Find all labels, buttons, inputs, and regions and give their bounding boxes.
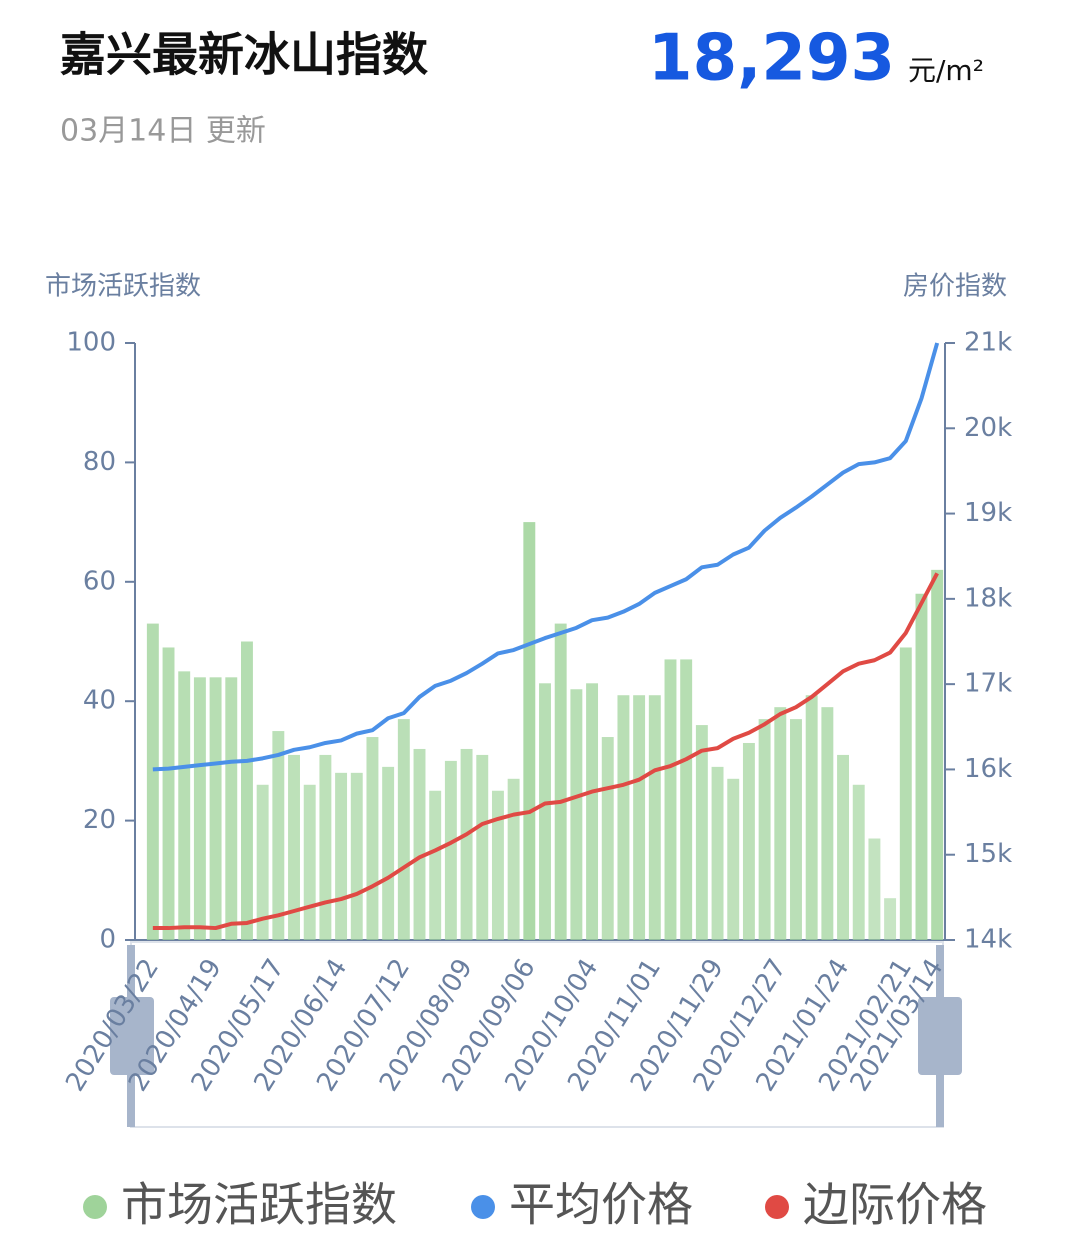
bar (225, 677, 238, 940)
y-tick-label: 80 (83, 447, 116, 477)
bar (931, 569, 944, 940)
bar (648, 695, 661, 940)
bar (209, 677, 222, 940)
y-tick-label: 100 (66, 328, 116, 358)
y-tick-label: 40 (83, 686, 116, 716)
price: 18,293 (648, 22, 895, 96)
bar (727, 778, 740, 940)
bar (366, 737, 379, 940)
bar (413, 748, 426, 940)
bar (256, 784, 269, 940)
bar (460, 748, 473, 940)
y2-tick-label: 21k (964, 328, 1012, 358)
bar (852, 784, 865, 940)
legend-marker (471, 1195, 495, 1219)
y2-tick-label: 18k (964, 583, 1012, 613)
bar (805, 695, 818, 940)
bar (382, 766, 395, 940)
bar (241, 641, 253, 940)
bar (884, 898, 897, 940)
bar (680, 659, 693, 940)
bar (617, 695, 630, 940)
bar (335, 772, 348, 940)
bar (837, 754, 849, 940)
bar (476, 754, 489, 940)
slider-edge (936, 945, 944, 1127)
bar (272, 731, 285, 940)
line (152, 572, 939, 931)
bar (193, 677, 206, 940)
y2-tick-label: 16k (964, 754, 1012, 784)
bar (774, 707, 787, 940)
bar (319, 754, 332, 940)
bar (742, 742, 755, 940)
y2-tick-label: 19k (964, 498, 1012, 528)
price-unit: 元/m² (908, 54, 984, 87)
bar (899, 647, 912, 940)
slider-edge (127, 945, 135, 1127)
y-tick-label: 60 (83, 566, 116, 596)
y2-tick-label: 15k (964, 839, 1012, 869)
bar (554, 623, 567, 940)
bar (633, 695, 646, 940)
legend-label: 市场活跃指数 (121, 1178, 397, 1232)
bar (601, 737, 614, 940)
bar (491, 790, 504, 940)
bar (868, 838, 881, 940)
bar (915, 593, 928, 940)
legend-marker (83, 1195, 107, 1219)
bar (178, 671, 191, 940)
bar (397, 719, 410, 940)
bar (162, 647, 175, 940)
bar (444, 760, 457, 940)
bar (429, 790, 442, 940)
bar (523, 522, 536, 940)
bar (821, 707, 834, 940)
bar (586, 683, 599, 940)
update-date: 03月14日 更新 (60, 114, 266, 149)
bar (758, 719, 771, 940)
bar (303, 784, 316, 940)
y-tick-label: 20 (83, 805, 116, 835)
y2-tick-label: 14k (964, 925, 1012, 955)
bar (539, 683, 551, 940)
bar (695, 725, 708, 940)
y2-tick-label: 20k (964, 413, 1012, 443)
y2-tick-label: 17k (964, 669, 1012, 699)
bar (664, 659, 677, 940)
legend-label: 平均价格 (509, 1178, 693, 1232)
legend-label: 边际价格 (803, 1178, 987, 1232)
bar (350, 772, 363, 940)
y2-axis-title: 房价指数 (903, 272, 1007, 302)
line (152, 342, 940, 772)
bar (146, 623, 159, 940)
bar (790, 719, 802, 940)
bar (507, 778, 520, 940)
y-axis-title: 市场活跃指数 (45, 272, 201, 302)
title: 嘉兴最新冰山指数 (60, 28, 428, 82)
legend-marker (765, 1195, 789, 1219)
y-tick-label: 0 (99, 925, 116, 955)
bar (570, 689, 583, 940)
bar (288, 754, 300, 940)
bar (711, 766, 724, 940)
